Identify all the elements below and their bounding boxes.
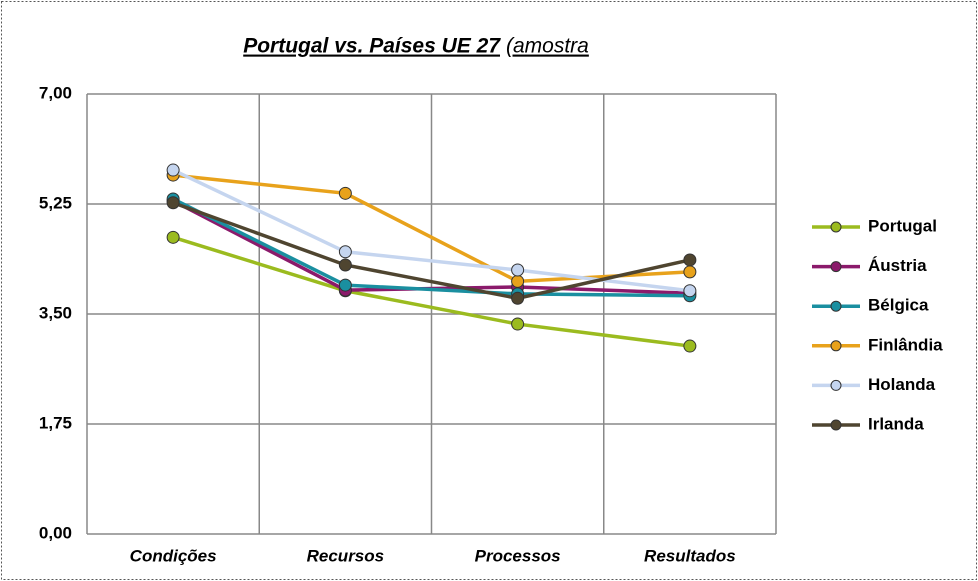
x-tick-label: Resultados xyxy=(644,546,736,565)
legend-label: Portugal xyxy=(868,216,937,235)
data-point xyxy=(683,284,697,298)
data-point xyxy=(511,317,525,331)
data-point xyxy=(683,339,697,353)
legend-label: Irlanda xyxy=(868,414,924,433)
data-point xyxy=(511,274,525,288)
x-tick-label: Condições xyxy=(130,546,217,565)
chart-title: Portugal vs. Países UE 27 xyxy=(243,35,501,58)
x-tick-label: Processos xyxy=(475,546,561,565)
data-point xyxy=(166,230,180,244)
data-point xyxy=(683,253,697,267)
series-line xyxy=(172,173,690,284)
y-tick-label: 3,50 xyxy=(39,303,72,322)
legend-marker xyxy=(830,340,842,352)
data-point xyxy=(338,278,352,292)
chart-title-suffix: (amostra xyxy=(506,35,589,58)
data-point xyxy=(511,263,525,277)
data-point xyxy=(683,265,697,279)
legend-label: Holanda xyxy=(868,375,936,394)
legend-marker xyxy=(830,419,842,431)
legend-label: Bélgica xyxy=(868,296,929,315)
legend-marker xyxy=(830,221,842,233)
data-point xyxy=(338,258,352,272)
y-tick-label: 0,00 xyxy=(39,523,72,542)
x-tick-label: Recursos xyxy=(307,546,384,565)
series-line xyxy=(172,197,690,298)
y-tick-label: 1,75 xyxy=(39,413,72,432)
legend-label: Finlândia xyxy=(868,335,943,354)
legend-marker xyxy=(830,261,842,273)
data-point xyxy=(338,245,352,259)
series-line xyxy=(172,201,691,301)
data-point xyxy=(166,196,180,210)
data-point xyxy=(166,163,180,177)
legend-marker xyxy=(830,300,842,312)
y-tick-label: 5,25 xyxy=(39,193,72,212)
series-line xyxy=(172,235,691,348)
legend-label: Áustria xyxy=(868,256,927,275)
legend-marker xyxy=(830,379,842,391)
data-point xyxy=(338,186,352,200)
data-point xyxy=(511,291,525,305)
y-tick-label: 7,00 xyxy=(39,83,72,102)
